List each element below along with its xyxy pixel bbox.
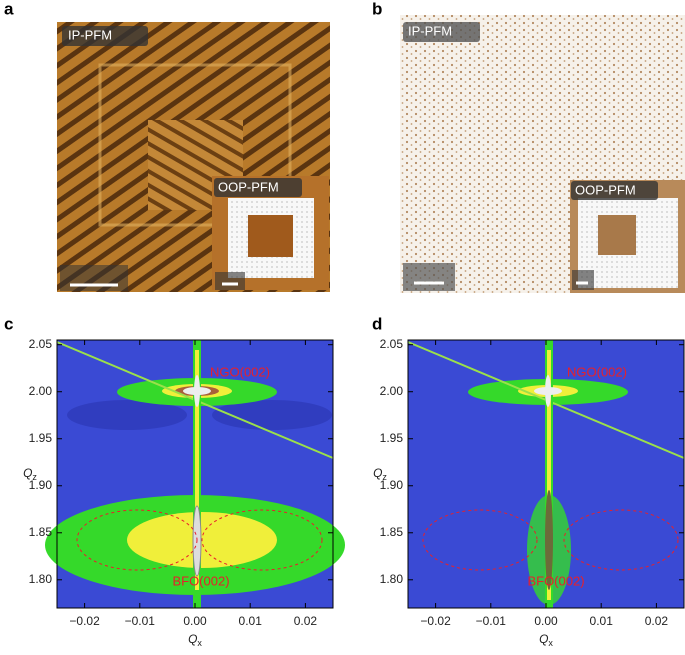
y-tick-label: 1.90: [380, 478, 404, 492]
x-tick-label: 0.02: [294, 614, 318, 628]
y-tick-label: 2.05: [380, 337, 404, 351]
pfm-image: [57, 22, 330, 292]
annotation: NGO(002): [567, 364, 627, 379]
axis-label-main: Q: [539, 632, 548, 646]
y-tick-label: 2.05: [29, 337, 53, 351]
axis-label-main: Q: [23, 466, 32, 480]
inset-label: OOP-PFM: [218, 179, 279, 194]
y-tick-label: 1.85: [380, 525, 404, 539]
axis-label-sub: x: [548, 638, 553, 648]
inset-label: OOP-PFM: [575, 182, 636, 197]
y-tick-label: 1.95: [29, 431, 53, 445]
axis-label-sub: x: [197, 638, 202, 648]
axis-label: Qx: [539, 632, 553, 648]
y-tick-label: 1.95: [380, 431, 404, 445]
x-tick-label: −0.02: [69, 614, 100, 628]
axis-label: Qz: [23, 466, 37, 482]
axis-label: Qx: [188, 632, 202, 648]
axis-label-sub: z: [382, 472, 387, 482]
panel-label: c: [4, 314, 13, 333]
rsm-map: [407, 340, 685, 608]
y-tick-label: 1.80: [380, 572, 404, 586]
axis-label-main: Q: [373, 466, 382, 480]
x-tick-label: −0.01: [476, 614, 507, 628]
panel-label: b: [372, 0, 382, 18]
y-tick-label: 1.90: [29, 478, 53, 492]
axis-label-sub: z: [32, 472, 37, 482]
y-tick-label: 2.00: [380, 384, 404, 398]
x-tick-label: 0.01: [239, 614, 263, 628]
annotation: BFO(002): [527, 573, 584, 588]
x-tick-label: −0.01: [125, 614, 156, 628]
panel-label: a: [4, 0, 14, 18]
y-tick-label: 1.80: [29, 572, 53, 586]
y-tick-label: 1.85: [29, 525, 53, 539]
axis-label: Qz: [373, 466, 387, 482]
annotation: BFO(002): [172, 573, 229, 588]
y-tick-label: 2.00: [29, 384, 53, 398]
x-tick-label: 0.00: [534, 614, 558, 628]
image-label: IP-PFM: [68, 27, 112, 42]
x-tick-label: 0.01: [590, 614, 614, 628]
rsm-map: [45, 340, 345, 608]
annotation: NGO(002): [210, 364, 270, 379]
pfm-image: [400, 15, 685, 293]
x-tick-label: 0.02: [645, 614, 669, 628]
x-tick-label: −0.02: [420, 614, 451, 628]
panel-label: d: [372, 314, 382, 333]
axis-label-main: Q: [188, 632, 197, 646]
image-label: IP-PFM: [408, 23, 452, 38]
x-tick-label: 0.00: [183, 614, 207, 628]
